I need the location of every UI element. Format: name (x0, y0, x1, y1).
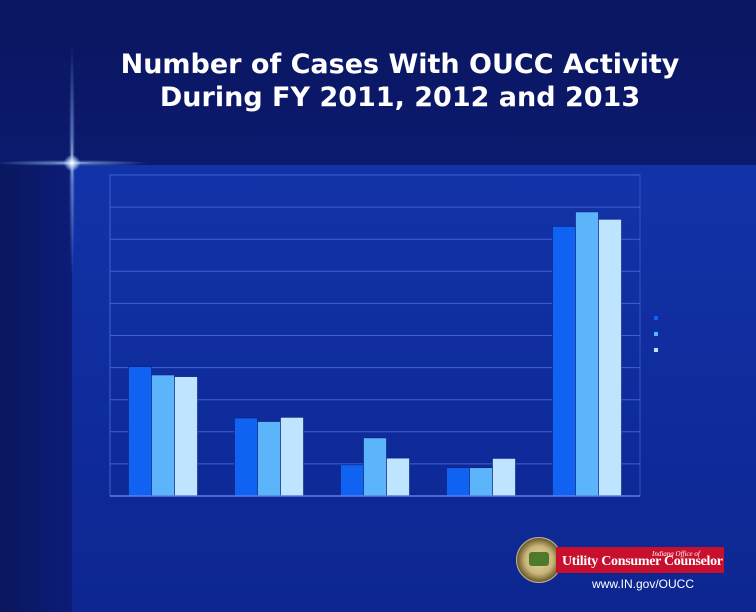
legend-marker (654, 316, 658, 320)
bar (340, 464, 364, 497)
bar (575, 211, 599, 497)
indiana-state-seal-icon (516, 537, 562, 583)
bar (446, 467, 470, 497)
slide-title-line-1: Number of Cases With OUCC Activity (120, 49, 680, 80)
bar (469, 467, 493, 497)
light-flare-center (64, 155, 80, 171)
legend-marker (654, 332, 658, 336)
logo-banner: Indiana Office of Utility Consumer Couns… (556, 547, 724, 573)
bar (151, 374, 175, 497)
logo-subtext: Indiana Office of (652, 550, 700, 558)
bar (280, 417, 304, 497)
background-top-band (0, 0, 756, 165)
bar (492, 458, 516, 497)
bar (598, 218, 622, 497)
bar (234, 417, 258, 497)
bar (128, 366, 152, 497)
bar (257, 421, 281, 497)
bar (174, 376, 198, 497)
oucc-logo: Indiana Office of Utility Consumer Couns… (516, 537, 726, 597)
seal-landscape (529, 552, 549, 566)
bar (386, 457, 410, 497)
website-url: www.IN.gov/OUCC (592, 577, 695, 591)
slide-title: Number of Cases With OUCC Activity Durin… (100, 48, 700, 114)
bar (363, 437, 387, 497)
legend-marker (654, 348, 658, 352)
bar (552, 226, 576, 497)
logo-text: Utility Consumer Counselor (562, 554, 723, 569)
slide-title-line-2: During FY 2011, 2012 and 2013 (159, 82, 641, 113)
